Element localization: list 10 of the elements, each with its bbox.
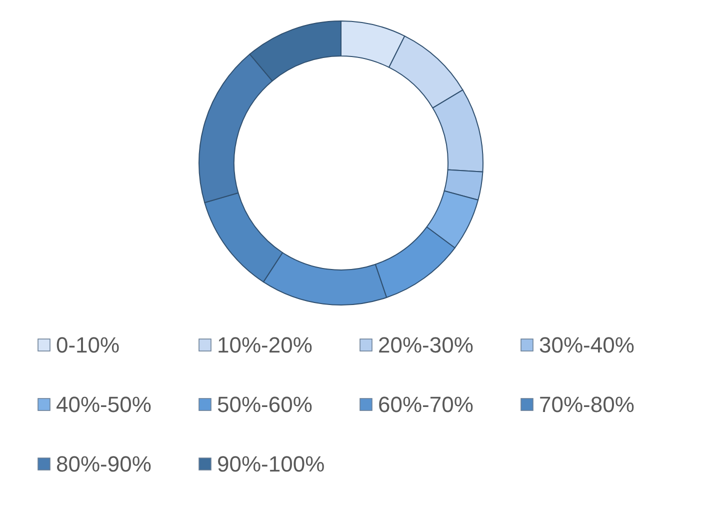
- legend-label: 30%-40%: [539, 332, 634, 358]
- legend-label: 50%-60%: [217, 392, 312, 417]
- legend-label: 80%-90%: [56, 452, 152, 476]
- legend-label: 90%-100%: [217, 452, 325, 476]
- legend-label: 0-10%: [56, 332, 120, 358]
- legend-label: 70%-80%: [539, 392, 634, 417]
- legend-label: 60%-70%: [378, 392, 474, 417]
- legend-label: 10%-20%: [217, 332, 312, 358]
- legend-label: 40%-50%: [56, 392, 152, 417]
- legend-label: 20%-30%: [378, 332, 474, 358]
